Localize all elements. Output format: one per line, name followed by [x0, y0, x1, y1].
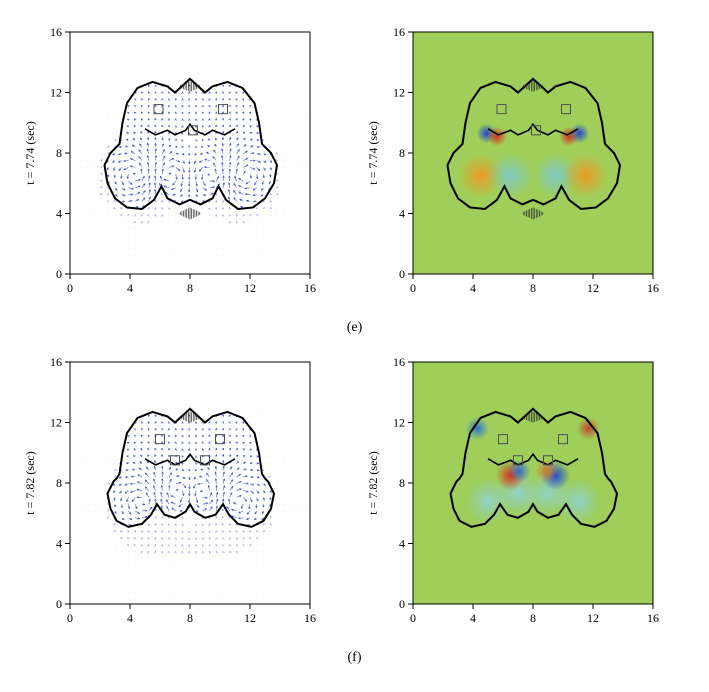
svg-text:8: 8 — [187, 281, 193, 295]
svg-text:0: 0 — [399, 267, 405, 281]
svg-text:16: 16 — [50, 355, 62, 369]
svg-text:12: 12 — [587, 281, 599, 295]
svg-text:0: 0 — [56, 267, 62, 281]
svg-text:8: 8 — [399, 476, 405, 490]
svg-text:16: 16 — [304, 611, 316, 625]
svg-text:8: 8 — [56, 146, 62, 160]
svg-text:t = 7.74 (sec): t = 7.74 (sec) — [23, 121, 37, 184]
svg-text:0: 0 — [410, 611, 416, 625]
svg-text:8: 8 — [399, 146, 405, 160]
svg-text:4: 4 — [470, 281, 476, 295]
caption-f: (f) — [20, 648, 689, 672]
svg-text:12: 12 — [244, 281, 256, 295]
panel-e-right: 0 4 8 12 16 0 4 8 12 16 t = 7.74 (sec) — [363, 20, 690, 310]
svg-text:t = 7.82 (sec): t = 7.82 (sec) — [366, 451, 380, 514]
svg-text:12: 12 — [393, 86, 405, 100]
svg-text:8: 8 — [56, 476, 62, 490]
svg-text:16: 16 — [647, 281, 659, 295]
svg-text:16: 16 — [50, 25, 62, 39]
caption-e: (e) — [20, 318, 689, 342]
svg-text:8: 8 — [530, 281, 536, 295]
svg-text:16: 16 — [393, 25, 405, 39]
panel-e-left: 0 4 8 12 16 0 4 8 12 16 t = 7.74 (sec) — [20, 20, 347, 310]
svg-text:8: 8 — [187, 611, 193, 625]
panel-f-right: 0 4 8 12 16 0 4 8 12 16 t = 7.82 (sec) — [363, 350, 690, 640]
svg-text:t = 7.74 (sec): t = 7.74 (sec) — [366, 121, 380, 184]
svg-text:16: 16 — [647, 611, 659, 625]
panel-f-left: 0 4 8 12 16 0 4 8 12 16 t = 7.82 (sec) — [20, 350, 347, 640]
svg-text:0: 0 — [56, 597, 62, 611]
svg-text:4: 4 — [399, 207, 405, 221]
svg-text:4: 4 — [470, 611, 476, 625]
svg-text:4: 4 — [127, 611, 133, 625]
svg-text:4: 4 — [127, 281, 133, 295]
svg-text:0: 0 — [67, 281, 73, 295]
svg-text:4: 4 — [399, 537, 405, 551]
svg-text:12: 12 — [50, 86, 62, 100]
svg-text:16: 16 — [304, 281, 316, 295]
svg-text:0: 0 — [67, 611, 73, 625]
svg-text:0: 0 — [399, 597, 405, 611]
svg-text:0: 0 — [410, 281, 416, 295]
figure-grid: 0 4 8 12 16 0 4 8 12 16 t = 7.74 (sec) 0 4 8 12 16 0 4 8 1… — [20, 20, 689, 672]
svg-text:16: 16 — [393, 355, 405, 369]
svg-text:12: 12 — [587, 611, 599, 625]
svg-text:8: 8 — [530, 611, 536, 625]
svg-text:4: 4 — [56, 207, 62, 221]
svg-text:12: 12 — [393, 416, 405, 430]
svg-text:t = 7.82 (sec): t = 7.82 (sec) — [23, 451, 37, 514]
svg-text:12: 12 — [244, 611, 256, 625]
svg-text:12: 12 — [50, 416, 62, 430]
svg-text:4: 4 — [56, 537, 62, 551]
